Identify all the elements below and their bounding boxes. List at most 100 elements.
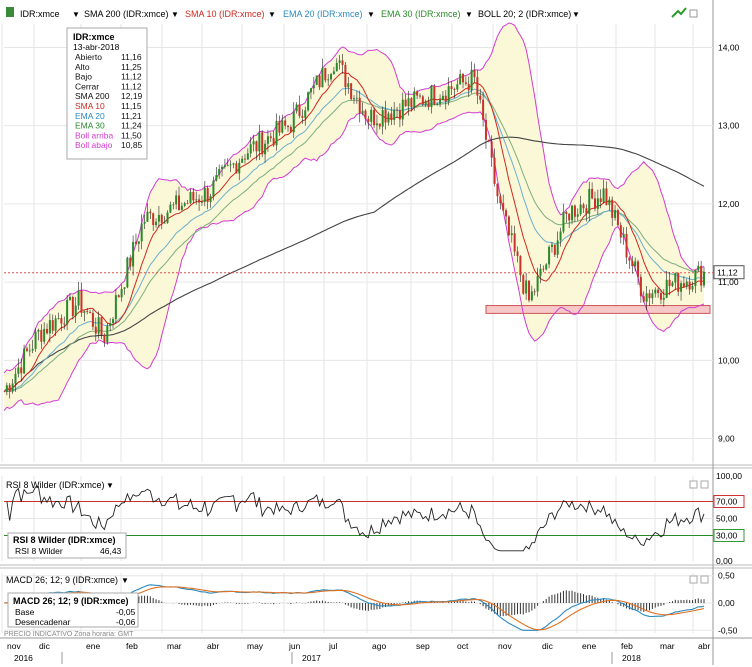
chevron-down-icon[interactable]: ▼ (106, 481, 114, 490)
candle-body (605, 188, 608, 206)
close-icon[interactable] (700, 480, 709, 489)
info-row-value: 11,24 (121, 121, 142, 131)
candle-body (642, 296, 645, 302)
info-box-frame (66, 27, 148, 160)
candle-body (327, 79, 330, 81)
candle-body (37, 329, 40, 332)
candle-body (568, 213, 571, 221)
candle-body (252, 141, 255, 145)
x-tick-label: dic (39, 641, 51, 651)
candle-body (516, 251, 519, 257)
maximize-icon[interactable] (689, 9, 698, 18)
candle-body (353, 98, 355, 100)
ticker-label[interactable]: IDR:xmce (20, 9, 60, 19)
candle-body (192, 191, 195, 201)
rsi-box-label: RSI 8 Wilder (15, 546, 63, 556)
candle-body (318, 75, 321, 88)
rsi-tick-label: 50,00 (716, 514, 738, 524)
candle-body (476, 77, 479, 96)
info-row-label: EMA 30 (75, 121, 105, 131)
macd-box (7, 592, 139, 628)
candle-body (510, 233, 513, 236)
chevron-down-icon[interactable]: ▼ (121, 576, 129, 585)
info-row-label: EMA 20 (75, 111, 105, 121)
candle-body (180, 205, 183, 210)
candle-body (172, 204, 175, 206)
candle-body (249, 144, 252, 154)
candle-body (321, 67, 324, 88)
rsi-level-tag (713, 495, 745, 508)
chevron-down-icon[interactable]: ▼ (465, 10, 473, 19)
candle-body (470, 69, 473, 91)
year-label: 2016 (14, 653, 33, 663)
x-tick-label: dic (542, 641, 554, 651)
candle-body (691, 286, 694, 290)
candle-body (278, 120, 281, 133)
indicator-boll[interactable]: BOLL 20; 2 (IDR:xmce) (478, 9, 571, 19)
chevron-down-icon[interactable]: ▼ (171, 10, 179, 19)
candle-body (585, 208, 588, 214)
candle-body (430, 85, 433, 108)
rsi-box-title: RSI 8 Wilder (IDR:xmce) (13, 535, 115, 545)
candle-body (287, 125, 290, 128)
chevron-down-icon[interactable]: ▼ (72, 10, 80, 19)
candle-body (312, 84, 315, 89)
candle-body (553, 244, 556, 255)
candle-body (350, 83, 353, 100)
candle-body (381, 109, 384, 127)
candle-body (378, 123, 381, 127)
candle-body (298, 104, 301, 117)
candle-body (688, 281, 691, 290)
candle-body (307, 92, 310, 111)
close-icon[interactable] (700, 575, 709, 584)
indicator-ema30[interactable]: EMA 30 (IDR:xmce) (381, 9, 461, 19)
candle-body (700, 265, 703, 286)
maximize-icon[interactable] (689, 480, 698, 489)
candle-body (456, 84, 459, 90)
year-label: 2017 (302, 653, 321, 663)
candle-body (25, 348, 28, 351)
candle-body (8, 385, 11, 392)
candle-body (490, 141, 493, 158)
candle-body (163, 222, 166, 224)
candle-body (292, 111, 295, 133)
candle-body (132, 241, 135, 267)
indicator-sma200[interactable]: SMA 200 (IDR:xmce) (84, 9, 169, 19)
candle-body (413, 91, 416, 108)
candle-body (654, 289, 657, 294)
chevron-down-icon[interactable]: ▼ (268, 10, 276, 19)
indicator-sma10[interactable]: SMA 10 (IDR:xmce) (185, 9, 265, 19)
candle-body (43, 328, 46, 342)
info-row-label: Boll arriba (75, 130, 114, 140)
maximize-icon[interactable] (689, 575, 698, 584)
candle-body (447, 86, 450, 102)
x-tick-label: jun (288, 641, 301, 651)
candle-body (619, 225, 622, 238)
candle-body (599, 198, 602, 202)
candle-body (195, 199, 198, 201)
trend-icon[interactable] (671, 7, 687, 18)
y-tick-label: 14,00 (718, 42, 740, 52)
y-tick-label: 9,00 (718, 434, 735, 444)
info-row-value: 11,12 (121, 72, 142, 82)
candle-body (34, 331, 37, 349)
y-tick-label: 10,00 (718, 355, 740, 365)
info-row-value: 10,85 (121, 140, 143, 150)
candle-body (112, 319, 115, 324)
candle-body (258, 132, 261, 152)
candle-body (493, 157, 496, 184)
indicator-ema20[interactable]: EMA 20 (IDR:xmce) (283, 9, 363, 19)
chevron-down-icon[interactable]: ▼ (367, 10, 375, 19)
chevron-down-icon[interactable]: ▼ (572, 10, 580, 19)
info-row-value: 12,19 (121, 91, 143, 101)
candle-body (361, 110, 364, 114)
x-tick-label: feb (621, 641, 633, 651)
rsi-box (7, 532, 127, 559)
macd-title[interactable]: MACD 26; 12; 9 (IDR:xmce) (6, 575, 118, 585)
x-tick-label: ene (86, 641, 100, 651)
candle-body (160, 214, 163, 223)
rsi-title[interactable]: RSI 8 Wilder (IDR:xmce) (6, 480, 105, 490)
candle-body (106, 326, 109, 343)
sma200-line (3, 136, 705, 393)
candle-body (602, 188, 605, 202)
